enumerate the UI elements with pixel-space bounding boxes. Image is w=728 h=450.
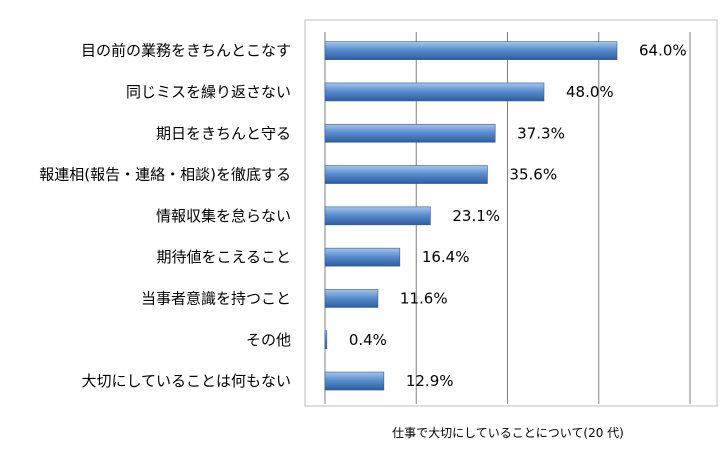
- value-label: 35.6%: [509, 166, 557, 184]
- value-label: 16.4%: [422, 248, 470, 266]
- value-label: 11.6%: [400, 289, 448, 307]
- bar: [324, 371, 385, 391]
- value-labels: 64.0% 48.0% 37.3% 35.6% 23.1% 16.4% 11.6% 0.4% 1…: [349, 42, 687, 390]
- bar: [324, 165, 488, 184]
- chart-caption: 仕事で大切にしていることについて(20 代): [392, 426, 624, 440]
- bar: [324, 289, 379, 308]
- value-label: 64.0%: [639, 42, 687, 60]
- value-label: 23.1%: [452, 207, 500, 225]
- category-label: 目の前の業務をきちんとこなす: [81, 42, 291, 60]
- category-label: 期日をきちんと守る: [156, 124, 291, 142]
- category-label: 期待値をこえること: [156, 248, 291, 266]
- bar: [324, 330, 328, 350]
- value-label: 12.9%: [406, 372, 454, 390]
- category-label: 情報収集を怠らない: [156, 207, 291, 225]
- value-label: 0.4%: [349, 331, 387, 349]
- category-labels: 目の前の業務をきちんとこなす同じミスを繰り返さない期日をきちんと守る報連相(報告…: [39, 42, 291, 390]
- bar: [324, 123, 496, 143]
- bar: [324, 206, 431, 226]
- category-label: 当事者意識を持つこと: [141, 289, 291, 307]
- category-label: その他: [246, 331, 291, 349]
- bars: [324, 41, 618, 391]
- bar: [324, 41, 618, 60]
- bar: [324, 82, 545, 102]
- category-label: 報連相(報告・連絡・相談)を徹底する: [39, 166, 291, 184]
- category-label: 同じミスを繰り返さない: [126, 83, 291, 101]
- value-label: 48.0%: [566, 83, 614, 101]
- plot-border: [304, 19, 718, 407]
- category-label: 大切にしていることは何もない: [81, 372, 291, 390]
- value-label: 37.3%: [517, 124, 565, 142]
- bar: [324, 247, 401, 267]
